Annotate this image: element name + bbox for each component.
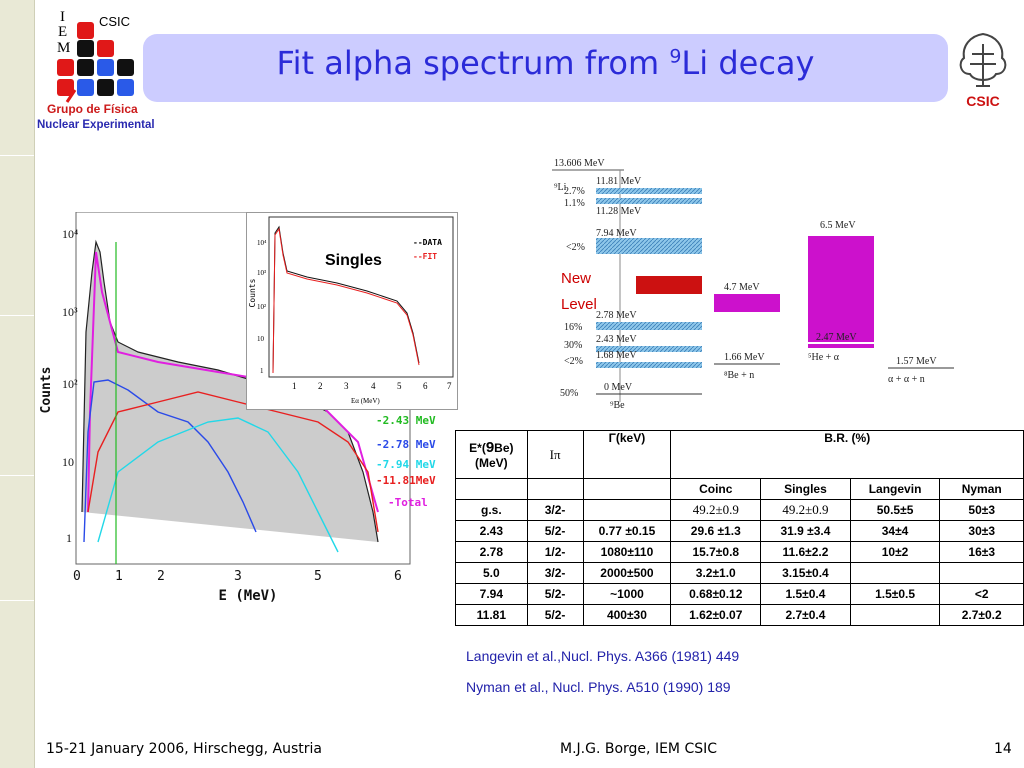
inset-ylabel: Counts <box>248 278 257 307</box>
logo-letter-i: I <box>60 9 65 25</box>
pct-lt2-a: <2% <box>566 242 585 253</box>
ytick: 1 <box>66 531 72 545</box>
level-11-81: 11.81 MeV <box>596 176 642 187</box>
xtick: 3 <box>234 569 242 584</box>
ytick: 10² <box>62 377 78 391</box>
slide-title: Fit alpha spectrum from 9Li decay <box>276 44 815 82</box>
pct-50: 50% <box>560 388 578 399</box>
level-7-94: 7.94 MeV <box>596 228 637 239</box>
table-row: g.s. 3/2- 49.2±0.9 49.2±0.9 50.5±5 50±3 <box>455 499 1024 521</box>
inset-ytick: 10⁴ <box>257 239 267 247</box>
xtick: 2 <box>157 569 165 584</box>
new-level-label-2: Level <box>561 296 597 313</box>
xtick: 6 <box>394 569 402 584</box>
reference-nyman: Nyman et al., Nucl. Phys. A510 (1990) 18… <box>466 679 731 695</box>
page-number: 14 <box>994 741 1012 757</box>
pct-1-1: 1.1% <box>564 198 585 209</box>
inset-xtick: 2 <box>318 381 323 391</box>
th-nyman: Nyman <box>939 478 1024 500</box>
inset-xtick: 3 <box>344 381 349 391</box>
th-ipi: Iπ <box>526 430 584 479</box>
aan-label: α + α + n <box>888 374 925 385</box>
th-gamma: Γ(keV) <box>582 430 672 479</box>
level-4-7: 4.7 MeV <box>724 282 760 293</box>
new-level-label-1: New <box>561 270 592 287</box>
inset-legend-data: --DATA <box>413 238 442 247</box>
th-coinc: Coinc <box>670 478 762 500</box>
inset-legend-fit: --FIT <box>413 252 437 261</box>
xtick: 0 <box>73 569 81 584</box>
csic-logo-text: CSIC <box>966 93 999 109</box>
level-11-28: 11.28 MeV <box>596 206 642 217</box>
level-scheme-diagram: 13.606 MeV ⁹Li 11.81 MeV 11.28 MeV 2.7% … <box>540 152 972 416</box>
level-2-78: 2.78 MeV <box>596 310 637 321</box>
logo-csic-text: CSIC <box>99 14 130 29</box>
ytick: 10³ <box>62 305 78 319</box>
he5-label: ⁵He + α <box>808 352 840 363</box>
inset-xtick: 4 <box>371 381 376 391</box>
xtick: 5 <box>314 569 322 584</box>
inset-ytick: 10² <box>257 303 266 311</box>
th-br: B.R. (%) <box>670 430 1024 479</box>
inset-xtick: 6 <box>423 381 428 391</box>
table-row: 2.78 1/2- 1080±110 15.7±0.8 11.6±2.2 10±2 16… <box>455 541 1024 563</box>
he5-top: 6.5 MeV <box>820 220 856 231</box>
ytick: 10 <box>62 455 74 469</box>
pct-16: 16% <box>564 322 582 333</box>
inset-xlabel: Eα (MeV) <box>351 397 380 405</box>
left-decor-strip <box>0 0 35 768</box>
level-2-43: 2.43 MeV <box>596 334 637 345</box>
level-top-label: 13.606 MeV <box>554 158 605 169</box>
th-singles: Singles <box>760 478 851 500</box>
be8-label: ⁸Be + n <box>724 370 754 381</box>
logo-line-1: Grupo de Física <box>47 102 138 116</box>
level-1-68: 1.68 MeV <box>596 350 637 361</box>
singles-inset-plot: Singles --DATA --FIT Counts 10⁴ 10³ 10² … <box>246 212 458 410</box>
th-excitation: E*(9Be) (MeV) <box>455 430 528 479</box>
legend-entry: -Total <box>388 496 428 509</box>
table-row: 11.81 5/2- 400±30 1.62±0.07 2.7±0.4 2.7±0.2 <box>455 604 1024 626</box>
footer-center: M.J.G. Borge, IEM CSIC <box>560 741 718 757</box>
inset-xtick: 1 <box>292 381 297 391</box>
title-bar: Fit alpha spectrum from 9Li decay <box>143 34 948 102</box>
branching-ratio-table: E*(9Be) (MeV) Iπ Γ(keV) B.R. (%) Coinc Si… <box>455 430 1024 626</box>
pct-lt2-b: <2% <box>564 356 583 367</box>
logo-letter-e: E <box>58 24 67 40</box>
logo-letter-m: M <box>57 40 70 56</box>
table-row: 2.43 5/2- 0.77 ±0.15 29.6 ±1.3 31.9 ±3.4 34… <box>455 520 1024 542</box>
legend-entry: -7.94 MeV <box>376 458 436 471</box>
be8-level: 1.66 MeV <box>724 352 765 363</box>
legend-entry: -2.43 MeV <box>376 414 436 427</box>
daughter-label: ⁹Be <box>610 400 625 411</box>
aan-level: 1.57 MeV <box>896 356 937 367</box>
inset-ytick: 10 <box>257 335 265 343</box>
inset-ytick: 1 <box>260 367 264 375</box>
pct-30: 30% <box>564 340 582 351</box>
iem-csic-logo: I E M CSIC Grupo de Física Nuclear Exper… <box>37 6 177 136</box>
pct-2-7: 2.7% <box>564 186 585 197</box>
ytick: 10⁴ <box>62 227 78 241</box>
reference-langevin: Langevin et al.,Nucl. Phys. A366 (1981) … <box>466 648 740 664</box>
inset-xtick: 7 <box>447 381 452 391</box>
legend-entry: -11.81MeV <box>376 474 436 487</box>
plot-ylabel: Counts <box>39 367 54 414</box>
logo-line-2: Nuclear Experimental <box>37 119 155 131</box>
parent-label: ⁹Li <box>554 182 567 193</box>
level-0: 0 MeV <box>604 382 633 393</box>
xtick: 1 <box>115 569 123 584</box>
footer-left: 15-21 January 2006, Hirschegg, Austria <box>46 741 322 757</box>
legend-entry: -2.78 MeV <box>376 438 436 451</box>
he5-level: 2.47 MeV <box>816 332 857 343</box>
table-row: 7.94 5/2- ~1000 0.68±0.12 1.5±0.4 1.5±0.5 <2 <box>455 583 1024 605</box>
csic-logo: CSIC <box>950 26 1016 112</box>
inset-ytick: 10³ <box>257 269 266 277</box>
inset-singles-label: Singles <box>325 252 382 269</box>
table-row: 5.0 3/2- 2000±500 3.2±1.0 3.15±0.4 <box>455 562 1024 584</box>
plot-xlabel: E (MeV) <box>218 588 277 604</box>
th-langevin: Langevin <box>849 478 941 500</box>
inset-xtick: 5 <box>397 381 402 391</box>
